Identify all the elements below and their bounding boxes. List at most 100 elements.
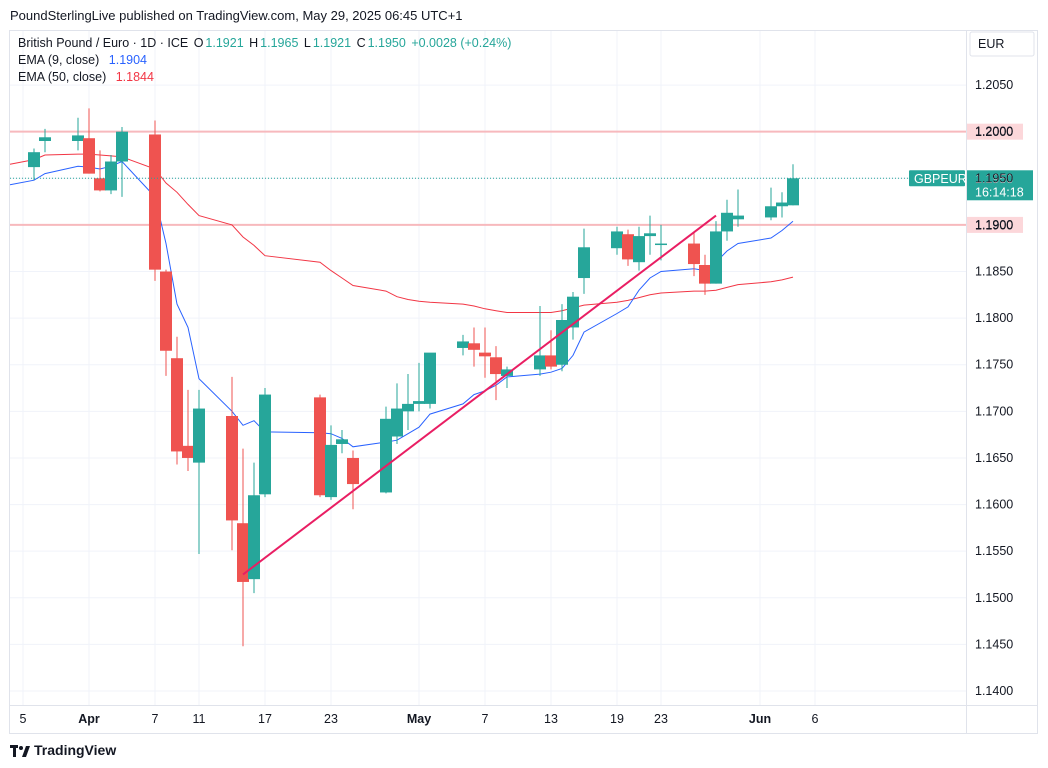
price-tick-label: 1.1850 (975, 265, 1013, 279)
horizontal-level-label: 1.2000 (975, 125, 1013, 139)
candle-body (402, 403, 414, 412)
candle-body (83, 138, 95, 174)
candle-body (457, 341, 469, 348)
price-tick-label: 1.2050 (975, 78, 1013, 92)
candle-body (325, 444, 337, 498)
legend-c-label: C (356, 36, 366, 50)
time-tick-label: 17 (258, 712, 272, 726)
legend-ohlc-row: British Pound / Euro · 1D · ICE O 1.1921 … (18, 36, 513, 50)
candle-body (567, 296, 579, 328)
tradingview-logo-icon (10, 744, 30, 757)
candle-body (787, 178, 799, 206)
legend-o-label: O (193, 36, 204, 50)
time-tick-label: May (407, 712, 431, 726)
trendline (242, 214, 717, 576)
candle-body (655, 243, 667, 246)
attribution: PoundSterlingLive published on TradingVi… (10, 8, 463, 23)
time-tick-label: 23 (324, 712, 338, 726)
candle-body (193, 408, 205, 463)
candle-body (424, 352, 436, 404)
time-tick-label: 5 (20, 712, 27, 726)
candle-body (633, 236, 645, 263)
time-tick-label: 6 (812, 712, 819, 726)
symbol-tag-bg (909, 170, 965, 187)
tradingview-logo[interactable]: TradingView (10, 742, 116, 758)
candle-body (644, 233, 656, 237)
candle-body (28, 152, 40, 168)
candle-body (622, 234, 634, 260)
time-tick-label: 23 (654, 712, 668, 726)
price-axis-ticks: 1.1400 1.1450 1.1500 1.1550 1.1600 1.1650 1.17… (975, 78, 1013, 698)
candle-body (160, 271, 172, 351)
bar-countdown: 16:14:18 (975, 185, 1024, 199)
price-tick-label: 1.1550 (975, 544, 1013, 558)
price-tick-label: 1.1400 (975, 684, 1013, 698)
candle-body (534, 355, 546, 370)
candle-body (336, 439, 348, 444)
candle-body (347, 457, 359, 485)
ema9-line (9, 160, 794, 448)
time-axis-ticks: 5 Apr 7 11 17 23 May 7 13 19 23 Jun 6 (20, 712, 819, 726)
time-tick-label: 7 (152, 712, 159, 726)
horizontal-level-label-bg (967, 216, 1023, 233)
candle-body (72, 135, 84, 142)
legend-ema9-value: 1.1904 (108, 53, 147, 67)
time-tick-label: 19 (610, 712, 624, 726)
price-tick-label: 1.2000 (975, 125, 1013, 139)
candle-body (490, 357, 502, 375)
candle-body (710, 231, 722, 284)
legend-open: 1.1921 (205, 36, 244, 50)
candle-body (699, 264, 711, 284)
price-tick-label: 1.1900 (975, 218, 1013, 232)
legend-high: 1.1965 (260, 36, 299, 50)
candle-body (237, 523, 249, 582)
candle-body (391, 408, 403, 437)
price-tick-label: 1.1650 (975, 451, 1013, 465)
price-tick-label: 1.1600 (975, 498, 1013, 512)
horizontal-level-label-bg (967, 123, 1023, 140)
candle-body (380, 418, 392, 493)
time-tick-label: Apr (78, 712, 100, 726)
price-tick-label: 1.1500 (975, 591, 1013, 605)
legend-ema50-row[interactable]: EMA (50, close) 1.1844 (18, 70, 156, 84)
candle-body (39, 137, 51, 142)
legend-close: 1.1950 (367, 36, 406, 50)
legend-ema50-label: EMA (50, close) (18, 70, 107, 84)
last-price-value: 1.1950 (975, 172, 1013, 186)
symbol-tag: GBPEUR (914, 172, 967, 186)
candle-body (721, 212, 733, 232)
trendline-layer (242, 214, 717, 576)
time-tick-label: Jun (749, 712, 771, 726)
price-tick-label: 1.1800 (975, 311, 1013, 325)
candle-body (413, 401, 425, 404)
candle-body (226, 416, 238, 521)
legend-h-label: H (249, 36, 259, 50)
currency-label: EUR (978, 37, 1004, 51)
currency-box[interactable] (969, 31, 1035, 57)
candle-body (259, 394, 271, 495)
candle-body (116, 131, 128, 162)
candle-body (732, 215, 744, 220)
legend-ema9-row[interactable]: EMA (9, close) 1.1904 (18, 53, 149, 67)
horizontal-level-label: 1.1900 (975, 218, 1013, 232)
last-price-label-bg (967, 170, 1033, 201)
candle-body (578, 247, 590, 279)
candle-body (479, 352, 491, 357)
price-tick-label: 1.1450 (975, 637, 1013, 651)
candle-body (182, 445, 194, 458)
outer-border (9, 30, 1038, 734)
ema9-layer (9, 160, 794, 448)
horizontal-levels: 1.2000 1.1900 (10, 123, 1023, 233)
legend-ema50-value: 1.1844 (115, 70, 154, 84)
tradingview-brand: TradingView (34, 742, 117, 758)
legend-l-label: L (303, 36, 311, 50)
candle-body (248, 495, 260, 580)
legend-ema9-label: EMA (9, close) (18, 53, 100, 67)
candle-body (556, 319, 568, 365)
legend-symbol[interactable]: British Pound / Euro · 1D · ICE (18, 36, 189, 50)
price-tick-label: 1.1950 (975, 171, 1013, 185)
candle-body (171, 358, 183, 452)
candle-body (468, 343, 480, 350)
